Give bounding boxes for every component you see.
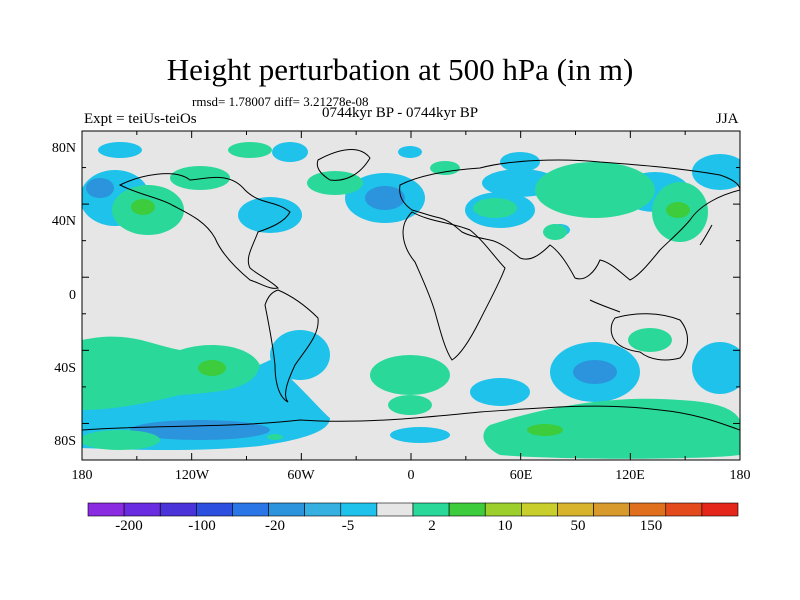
lat-label-0: 0: [69, 288, 76, 303]
colorbar-swatch: [557, 502, 594, 517]
colorbar-swatch: [268, 502, 305, 517]
lon-label-60e: 60E: [509, 468, 533, 483]
colorbar-label: -5: [341, 518, 355, 534]
colorbar-swatch: [412, 502, 450, 517]
colorbar-label: 10: [497, 518, 513, 534]
negative-anomaly-cores: [86, 178, 617, 440]
coastlines: [82, 149, 740, 431]
lat-label-40n: 40N: [51, 214, 76, 229]
anomaly-field: [82, 142, 740, 459]
lon-label-120w: 120W: [174, 468, 210, 483]
colorbar: [87, 502, 739, 517]
lat-label-40s: 40S: [54, 361, 76, 376]
colorbar-swatch: [701, 502, 739, 517]
experiment-label: Expt = teiUs-teiOs: [84, 111, 197, 127]
season-label: JJA: [716, 111, 739, 127]
chart-title: Height perturbation at 500 hPa (in m): [166, 52, 634, 87]
colorbar-swatch: [196, 502, 233, 517]
colorbar-swatch: [665, 502, 703, 517]
colorbar-label: -20: [265, 518, 285, 534]
colorbar-swatch: [304, 502, 342, 517]
colorbar-swatch: [123, 502, 161, 517]
colorbar-swatch: [159, 502, 197, 517]
lon-label-180w: 180: [71, 468, 93, 483]
colorbar-swatch: [87, 502, 125, 517]
colorbar-label: -200: [115, 518, 143, 534]
colorbar-swatch: [629, 502, 667, 517]
colorbar-swatch: [521, 502, 558, 517]
lon-label-180e: 180: [729, 468, 751, 483]
lon-label-0: 0: [407, 468, 415, 483]
period-label: 0744kyr BP - 0744kyr BP: [322, 105, 479, 121]
stats-label: rmsd= 1.78007 diff= 3.21278e-08: [192, 94, 369, 109]
colorbar-swatch: [593, 502, 630, 517]
colorbar-label: 50: [570, 518, 586, 534]
lat-label-80s: 80S: [54, 434, 76, 449]
positive-anomaly-cores: [131, 199, 690, 436]
lon-label-60w: 60W: [287, 468, 315, 483]
lon-label-120e: 120E: [615, 468, 645, 483]
axis-ticks: [81, 130, 741, 461]
colorbar-swatch: [484, 502, 522, 517]
colorbar-label: -100: [188, 518, 216, 534]
colorbar-swatch: [232, 502, 269, 517]
colorbar-label: 2: [428, 518, 436, 534]
lat-label-80n: 80N: [51, 141, 76, 156]
colorbar-swatch: [448, 502, 486, 517]
colorbar-swatch: [376, 502, 414, 517]
colorbar-label: 150: [639, 518, 663, 534]
colorbar-swatch: [340, 502, 378, 517]
